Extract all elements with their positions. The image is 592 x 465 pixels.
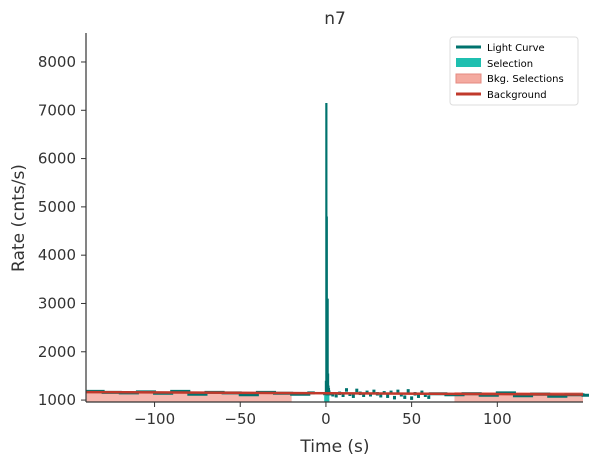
axes [85,33,583,403]
y-tick-label: 5000 [38,198,76,216]
chart-title: n7 [324,9,346,29]
x-axis-label: Time (s) [299,437,369,457]
x-tick-label: 100 [483,410,512,428]
legend: Light Curve Selection Bkg. Selections Ba… [449,36,579,106]
legend-swatch-bkg-selections [455,73,482,84]
y-tick-label: 2000 [38,343,76,361]
x-tick-label: −50 [224,410,256,428]
y-axis-label: Rate (cnts/s) [9,164,29,272]
x-tick-label: −100 [134,410,175,428]
x-tick-label: 0 [321,410,331,428]
y-tick-label: 1000 [38,391,76,409]
y-tick-label: 4000 [38,246,76,264]
y-tick-label: 7000 [38,101,76,119]
x-tick-label: 50 [402,410,421,428]
selection-region [324,395,330,402]
legend-label-selection: Selection [487,59,533,70]
y-tick-label: 6000 [38,150,76,168]
plot-area [85,103,589,402]
legend-label-bkg-selections: Bkg. Selections [487,74,564,85]
background-line [85,390,584,396]
legend-swatch-selection [456,58,481,67]
y-tick-label: 3000 [38,294,76,312]
legend-label-light-curve: Light Curve [487,43,545,54]
bkg-selection-region-0 [86,392,292,402]
legend-frame [449,36,579,106]
legend-label-background: Background [487,90,547,101]
y-tick-label: 8000 [38,53,76,71]
ticks: −100 −50 0 50 100 1000 2000 3000 4000 5000 6000 700… [38,53,512,428]
